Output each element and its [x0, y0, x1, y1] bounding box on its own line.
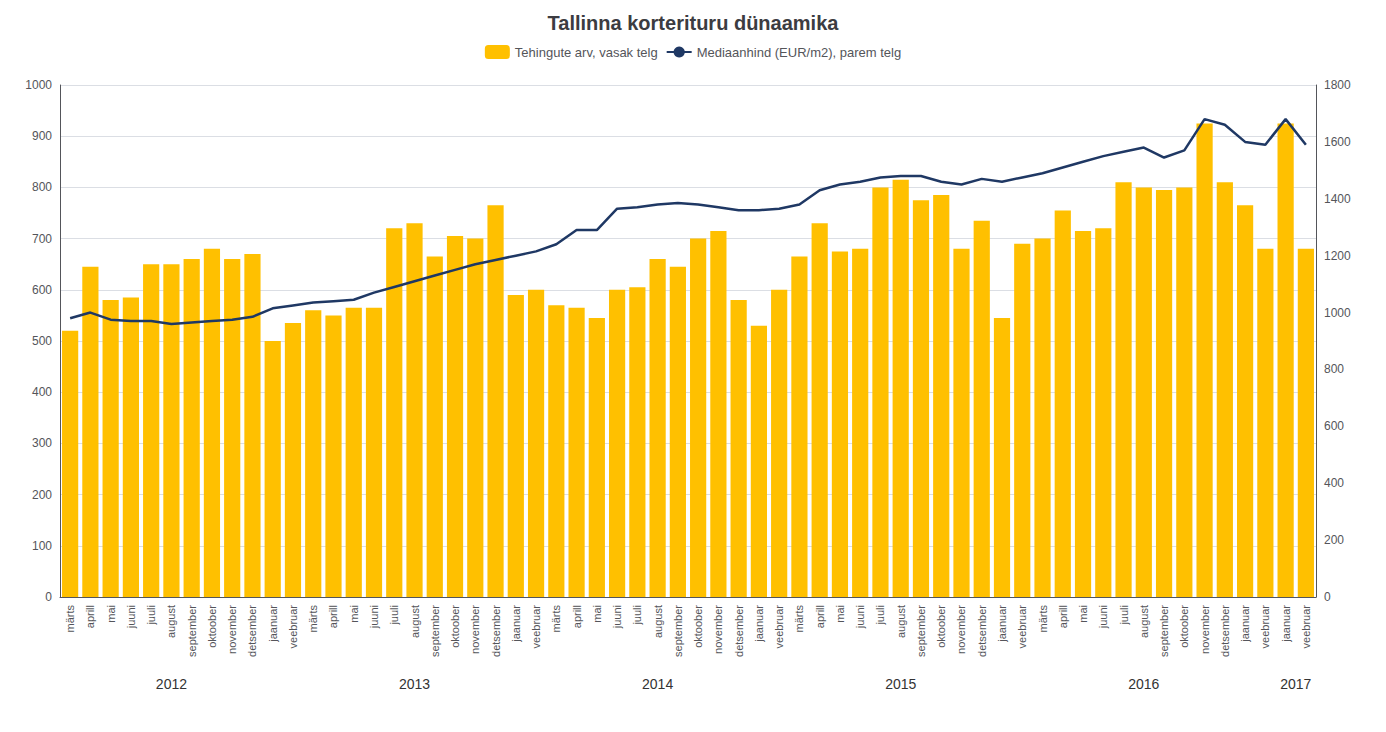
svg-text:2016: 2016: [1128, 676, 1159, 692]
svg-text:100: 100: [32, 539, 52, 553]
svg-text:Tallinna korterituru dünaamika: Tallinna korterituru dünaamika: [548, 12, 840, 34]
svg-text:jaanuar: jaanuar: [753, 605, 765, 643]
svg-text:400: 400: [32, 385, 52, 399]
svg-text:Tehingute arv, vasak telg: Tehingute arv, vasak telg: [515, 45, 658, 60]
svg-text:november: november: [226, 605, 238, 654]
svg-text:200: 200: [1324, 533, 1344, 547]
svg-text:veebruar: veebruar: [1300, 605, 1312, 649]
svg-text:veebruar: veebruar: [1259, 605, 1271, 649]
svg-text:juuni: juuni: [125, 605, 137, 629]
svg-text:400: 400: [1324, 476, 1344, 490]
svg-text:veebruar: veebruar: [287, 605, 299, 649]
svg-text:2012: 2012: [156, 676, 187, 692]
svg-text:oktoober: oktoober: [206, 605, 218, 648]
svg-text:aprill: aprill: [327, 605, 339, 628]
svg-text:Mediaanhind (EUR/m2), parem te: Mediaanhind (EUR/m2), parem telg: [697, 45, 901, 60]
svg-text:mai: mai: [834, 605, 846, 623]
svg-text:2013: 2013: [399, 676, 430, 692]
svg-text:august: august: [652, 605, 664, 638]
svg-text:aprill: aprill: [84, 605, 96, 628]
svg-text:mai: mai: [105, 605, 117, 623]
svg-text:november: november: [1199, 605, 1211, 654]
svg-text:november: november: [955, 605, 967, 654]
svg-text:600: 600: [1324, 419, 1344, 433]
svg-text:0: 0: [1324, 590, 1331, 604]
svg-text:2014: 2014: [642, 676, 673, 692]
svg-text:jaanuar: jaanuar: [996, 605, 1008, 643]
svg-text:märts: märts: [793, 605, 805, 633]
svg-text:juuli: juuli: [388, 605, 400, 626]
svg-text:1600: 1600: [1324, 135, 1351, 149]
svg-text:oktoober: oktoober: [692, 605, 704, 648]
svg-text:200: 200: [32, 488, 52, 502]
svg-text:juuli: juuli: [145, 605, 157, 626]
svg-text:aprill: aprill: [814, 605, 826, 628]
svg-text:1000: 1000: [25, 78, 52, 92]
svg-text:1200: 1200: [1324, 249, 1351, 263]
svg-text:detsember: detsember: [733, 605, 745, 657]
svg-text:2015: 2015: [885, 676, 916, 692]
svg-text:jaanuar: jaanuar: [1280, 605, 1292, 643]
svg-text:juuni: juuni: [854, 605, 866, 629]
svg-text:november: november: [469, 605, 481, 654]
svg-text:300: 300: [32, 436, 52, 450]
svg-text:august: august: [409, 605, 421, 638]
svg-text:500: 500: [32, 334, 52, 348]
svg-text:juuli: juuli: [1118, 605, 1130, 626]
svg-text:detsember: detsember: [1219, 605, 1231, 657]
svg-text:aprill: aprill: [1057, 605, 1069, 628]
svg-text:detsember: detsember: [976, 605, 988, 657]
svg-text:800: 800: [32, 180, 52, 194]
svg-text:märts: märts: [1037, 605, 1049, 633]
svg-text:veebruar: veebruar: [530, 605, 542, 649]
svg-text:november: november: [712, 605, 724, 654]
svg-text:jaanuar: jaanuar: [267, 605, 279, 643]
svg-text:mai: mai: [591, 605, 603, 623]
svg-text:september: september: [915, 605, 927, 657]
svg-text:august: august: [1138, 605, 1150, 638]
svg-text:800: 800: [1324, 362, 1344, 376]
svg-text:600: 600: [32, 283, 52, 297]
svg-text:juuli: juuli: [874, 605, 886, 626]
svg-text:jaanuar: jaanuar: [1239, 605, 1251, 643]
svg-text:1800: 1800: [1324, 78, 1351, 92]
svg-text:mai: mai: [1077, 605, 1089, 623]
svg-text:1400: 1400: [1324, 192, 1351, 206]
svg-text:märts: märts: [64, 605, 76, 633]
svg-text:juuni: juuni: [368, 605, 380, 629]
svg-text:0: 0: [45, 590, 52, 604]
svg-text:september: september: [429, 605, 441, 657]
svg-text:mai: mai: [348, 605, 360, 623]
svg-text:juuni: juuni: [611, 605, 623, 629]
svg-text:700: 700: [32, 232, 52, 246]
svg-text:juuni: juuni: [1097, 605, 1109, 629]
svg-text:900: 900: [32, 129, 52, 143]
svg-text:oktoober: oktoober: [449, 605, 461, 648]
svg-text:märts: märts: [550, 605, 562, 633]
svg-text:august: august: [165, 605, 177, 638]
svg-text:veebruar: veebruar: [773, 605, 785, 649]
svg-text:2017: 2017: [1280, 676, 1311, 692]
svg-text:veebruar: veebruar: [1016, 605, 1028, 649]
svg-text:märts: märts: [307, 605, 319, 633]
svg-text:oktoober: oktoober: [935, 605, 947, 648]
svg-text:september: september: [186, 605, 198, 657]
svg-text:detsember: detsember: [246, 605, 258, 657]
svg-text:aprill: aprill: [571, 605, 583, 628]
svg-text:august: august: [895, 605, 907, 638]
svg-text:detsember: detsember: [490, 605, 502, 657]
svg-text:september: september: [672, 605, 684, 657]
svg-text:jaanuar: jaanuar: [510, 605, 522, 643]
svg-text:1000: 1000: [1324, 306, 1351, 320]
svg-text:oktoober: oktoober: [1178, 605, 1190, 648]
svg-text:juuli: juuli: [631, 605, 643, 626]
svg-text:september: september: [1158, 605, 1170, 657]
